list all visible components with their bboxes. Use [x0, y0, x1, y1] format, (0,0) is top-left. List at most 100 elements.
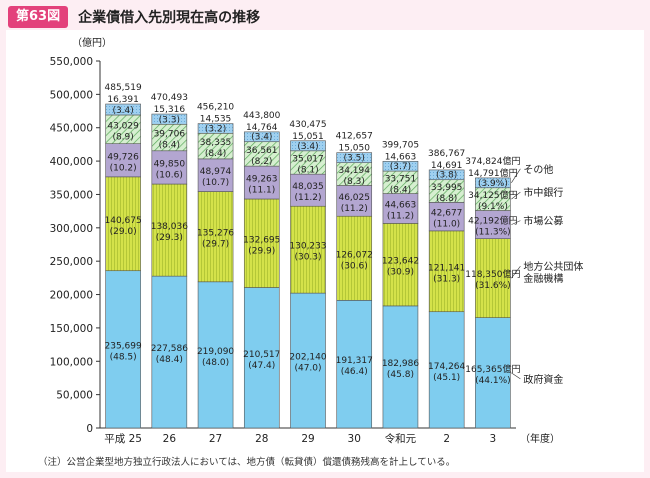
bar-pct-label: (47.4)	[248, 361, 275, 371]
title-bar: 第63図 企業債借入先別現在高の推移	[8, 6, 260, 28]
bar-value-label: 132,695	[243, 235, 280, 245]
bar-value-label: 138,036	[151, 222, 188, 232]
bar-pct-label: (8.4)	[159, 141, 180, 151]
bar-segment	[105, 143, 141, 178]
bar-segment	[105, 103, 141, 116]
bar-value-label: 35,017	[292, 154, 324, 164]
bar-pct-label: (8.4)	[205, 149, 226, 159]
bar-segment	[151, 150, 188, 185]
bar-total-label: 412,657	[336, 132, 373, 142]
bar-value-label: 38,335	[200, 138, 232, 148]
bar-pct-label: (8.9)	[112, 132, 133, 142]
bar-pct-label: (30.3)	[294, 253, 321, 263]
bar-value-label: 43,029	[107, 121, 139, 131]
bar-value-label: 219,090	[197, 347, 234, 357]
bar-pct-label: (3.2)	[205, 124, 226, 134]
bar-pct-label: (29.9)	[248, 246, 275, 256]
bar-pct-label: (11.2)	[294, 193, 321, 203]
bar-segment	[428, 169, 465, 181]
bar-segment	[197, 281, 234, 429]
bar-value-label: 227,586	[151, 344, 188, 354]
x-category-label: 3	[490, 433, 497, 445]
bar-value-label: 14,764	[246, 123, 278, 133]
bar-value-label: 49,726	[107, 152, 139, 162]
y-tick-label: 150,000	[50, 323, 93, 335]
y-tick-label: 300,000	[50, 223, 93, 235]
bar-segment	[428, 202, 465, 232]
bar-pct-label: (8.2)	[251, 157, 272, 167]
bar-segment	[105, 270, 141, 429]
y-tick-label: 50,000	[56, 390, 93, 402]
y-tick-label: 450,000	[50, 123, 93, 135]
bar-pct-label: (3.8)	[436, 171, 457, 181]
y-tick-label: 250,000	[50, 256, 93, 268]
x-category-label: 27	[209, 433, 222, 445]
bar-pct-label: (45.1)	[433, 373, 460, 383]
bar-pct-label: (29.3)	[156, 233, 183, 243]
bar-value-label: 42,677	[431, 209, 463, 219]
legend-label: 地方公共団体	[523, 260, 583, 273]
bar-pct-label: (29.0)	[110, 227, 137, 237]
bar-pct-label: (3.5)	[344, 154, 365, 164]
bar-value-label: 39,706	[154, 130, 186, 140]
figure-badge: 第63図	[8, 6, 69, 28]
bar-segment	[197, 158, 234, 192]
bar-pct-label: (11.3%)	[475, 228, 511, 238]
bar-value-label: 140,675	[105, 216, 142, 226]
bar-segment	[382, 223, 419, 307]
bar-pct-label: (31.3)	[433, 274, 460, 284]
bar-pct-label: (3.3)	[159, 115, 180, 125]
bar-value-label: 235,699	[105, 341, 142, 351]
bar-total-label: 485,519	[105, 83, 142, 93]
y-tick-label: 100,000	[50, 356, 93, 368]
bar-pct-label: (46.4)	[341, 367, 368, 377]
bar-pct-label: (8.8)	[436, 194, 457, 204]
bar-pct-label: (3.4)	[251, 133, 272, 143]
bar-segment	[197, 123, 234, 134]
legend-leader-line	[511, 168, 521, 183]
bar-pct-label: (11.1)	[248, 186, 275, 196]
bar-value-label: 135,276	[197, 229, 234, 239]
bar-value-label: 14,791億円	[468, 167, 518, 179]
x-category-label: 2	[443, 433, 450, 445]
bar-value-label: 126,072	[336, 250, 373, 260]
bar-value-label: 130,233	[289, 242, 326, 252]
bar-total-label: 386,767	[428, 149, 465, 159]
bar-value-label: 48,974	[200, 167, 232, 177]
legend-label: 政府資金	[523, 373, 563, 386]
bar-pct-label: (8.4)	[390, 185, 411, 195]
legend-leader-line	[511, 191, 521, 200]
bar-segment	[382, 160, 419, 172]
bar-segment	[151, 113, 188, 125]
y-tick-label: 200,000	[50, 290, 93, 302]
bar-value-label: 165,365億円	[465, 363, 520, 375]
bar-value-label: 36,561	[246, 146, 278, 156]
bar-segment	[290, 205, 326, 294]
bar-value-label: 202,140	[289, 353, 326, 363]
bar-value-label: 34,194	[338, 166, 370, 176]
bar-pct-label: (8.1)	[297, 165, 318, 175]
bar-value-label: 14,663	[385, 152, 417, 162]
x-category-label: 26	[163, 433, 177, 445]
bar-pct-label: (9.1%)	[478, 202, 508, 212]
bar-value-label: 174,264	[428, 362, 465, 372]
bar-value-label: 46,025	[338, 193, 370, 203]
bar-pct-label: (48.4)	[156, 355, 183, 365]
bar-pct-label: (10.7)	[202, 178, 229, 188]
bar-pct-label: (10.2)	[110, 163, 137, 173]
bar-segment	[475, 210, 511, 239]
bar-value-label: 49,850	[154, 159, 186, 169]
x-category-label: 令和元	[385, 432, 417, 445]
bar-value-label: 123,642	[382, 257, 419, 267]
bar-segment	[336, 152, 373, 163]
x-category-label: 29	[301, 433, 314, 445]
bar-segment	[151, 183, 188, 277]
y-tick-label: 500,000	[50, 89, 93, 101]
bar-segment	[290, 292, 326, 429]
y-tick-label: 0	[86, 423, 93, 435]
bar-segment	[243, 198, 280, 288]
bar-value-label: 33,751	[385, 174, 417, 184]
bar-value-label: 42,192億円	[468, 215, 518, 227]
bar-segment	[105, 114, 141, 144]
bar-value-label: 48,035	[292, 182, 324, 192]
